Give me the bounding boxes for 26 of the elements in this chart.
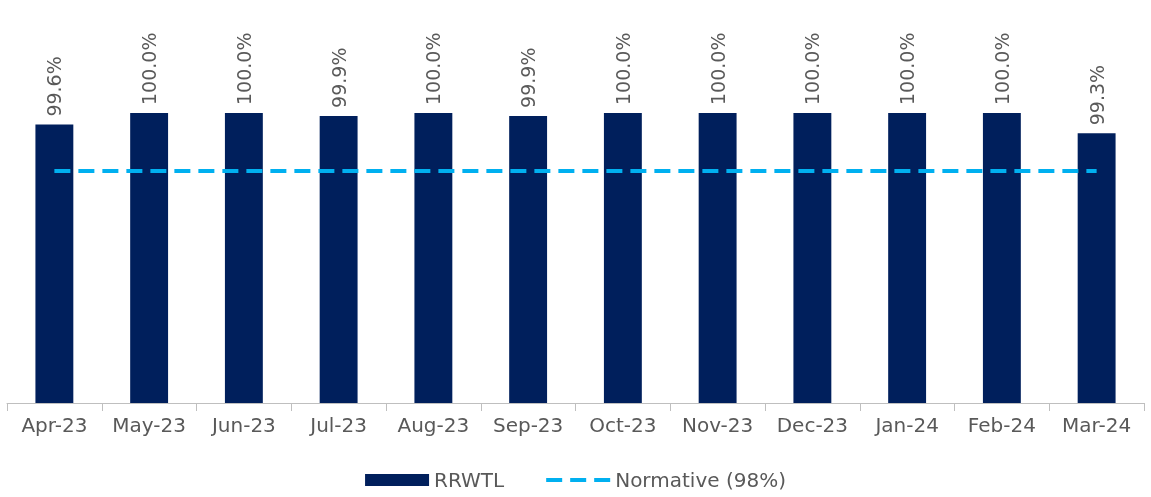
- data-label: 100.0%: [706, 32, 729, 105]
- x-tick-label: Aug-23: [397, 413, 470, 437]
- x-tick-label: Jun-23: [209, 413, 276, 437]
- data-label: 100.0%: [611, 32, 634, 105]
- x-tick-label: Dec-23: [776, 413, 849, 437]
- x-tick-label: May-23: [112, 413, 186, 437]
- data-label: 100.0%: [990, 32, 1013, 105]
- x-tick-label: Mar-24: [1062, 413, 1132, 437]
- x-tick-label: Jul-23: [308, 413, 368, 437]
- data-label: 100.0%: [138, 32, 161, 105]
- x-tick-label: Oct-23: [589, 413, 657, 437]
- x-tick-label: Feb-24: [967, 413, 1036, 437]
- data-label: 99.6%: [43, 56, 66, 117]
- data-label: 100.0%: [232, 32, 255, 105]
- data-label: 100.0%: [801, 32, 824, 105]
- data-label: 99.3%: [1085, 64, 1108, 126]
- legend-label: RRWTL: [434, 468, 506, 492]
- data-label: 99.9%: [517, 47, 540, 108]
- legend-label: Normative (98%): [615, 468, 786, 492]
- x-tick-label: Jan-24: [873, 413, 939, 437]
- x-tick-label: Apr-23: [21, 413, 88, 437]
- data-label: 100.0%: [422, 32, 445, 105]
- x-tick-label: Sep-23: [492, 413, 564, 437]
- data-label: 100.0%: [896, 32, 919, 105]
- x-tick-label: Nov-23: [682, 413, 754, 437]
- data-label: 99.9%: [327, 47, 350, 108]
